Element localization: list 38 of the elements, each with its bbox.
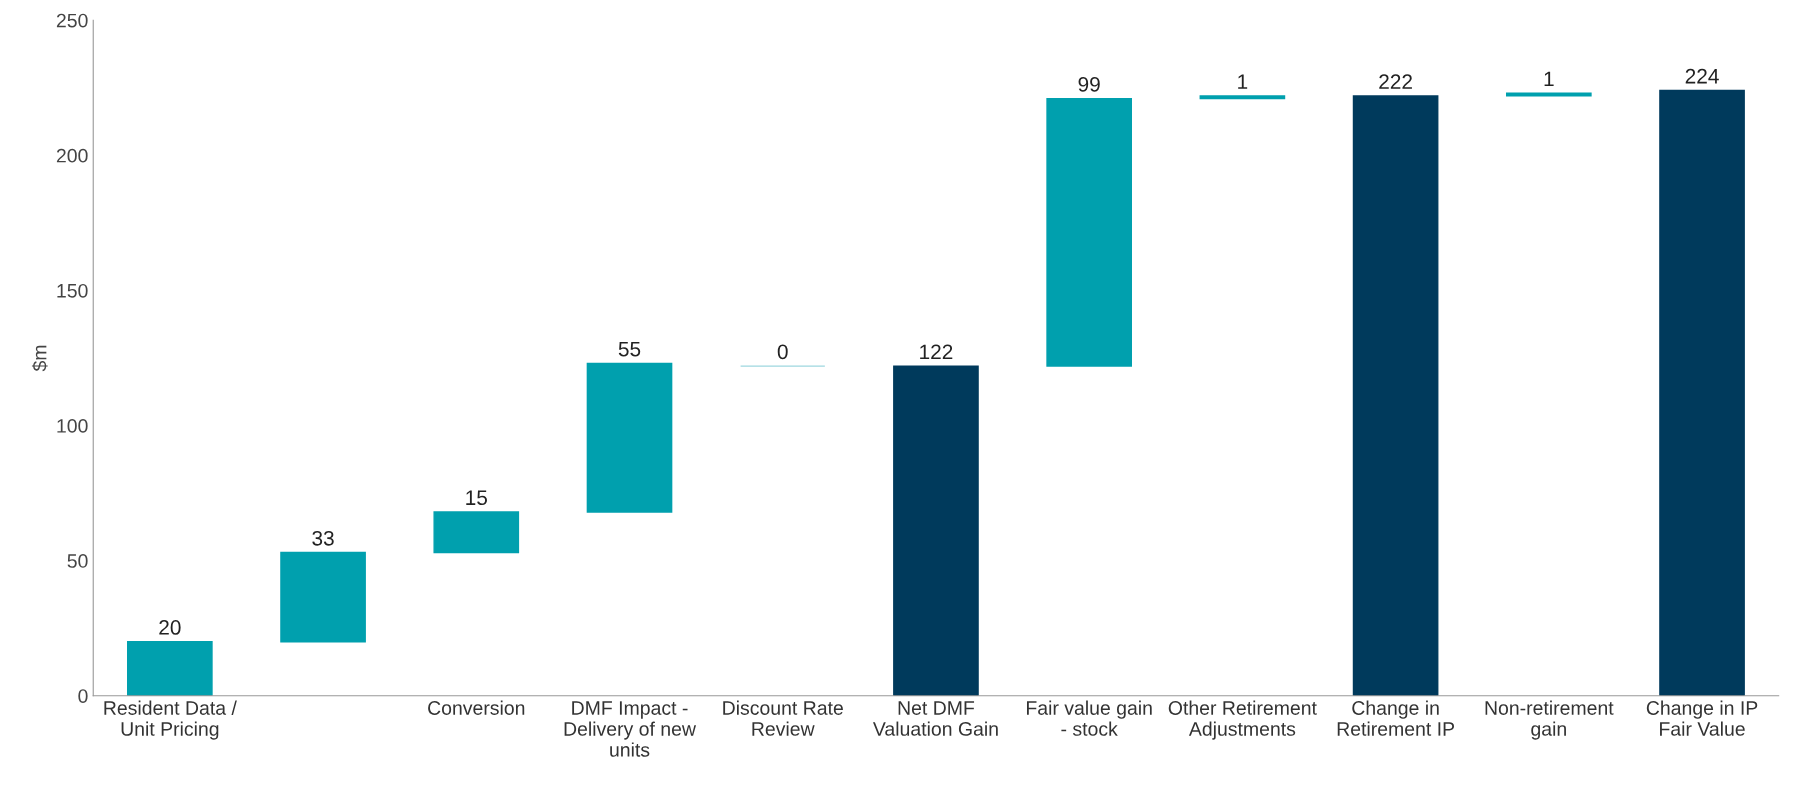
x-tick-label: Resident Data / Unit Pricing bbox=[104, 700, 237, 740]
bar bbox=[586, 362, 673, 513]
data-label: 99 bbox=[1078, 76, 1100, 92]
data-label: 20 bbox=[159, 620, 181, 635]
x-tick-label: Change in IP Fair Value bbox=[1646, 700, 1758, 736]
data-label: 122 bbox=[920, 344, 953, 359]
bar bbox=[1352, 95, 1439, 696]
data-label: 1 bbox=[1238, 74, 1248, 89]
bar bbox=[280, 551, 366, 643]
x-tick-label: Fair value gain - stock bbox=[1027, 700, 1152, 736]
bar bbox=[1199, 95, 1286, 100]
data-label: 0 bbox=[777, 344, 788, 360]
y-axis-title: $m bbox=[31, 345, 48, 372]
y-tick-label: 150 bbox=[57, 283, 88, 298]
x-tick-label: Discount Rate Review bbox=[723, 700, 843, 736]
x-tick-label: Change in Retirement IP bbox=[1337, 700, 1455, 736]
data-label: 55 bbox=[618, 341, 641, 357]
y-tick-label: 0 bbox=[78, 689, 88, 703]
x-tick-label: Non-retirement gain bbox=[1485, 700, 1614, 740]
y-tick-label: 50 bbox=[67, 554, 88, 568]
data-label: 224 bbox=[1685, 68, 1719, 84]
bar bbox=[1046, 97, 1132, 367]
y-tick-label: 250 bbox=[56, 13, 88, 28]
data-label: 1 bbox=[1544, 71, 1554, 87]
data-label: 222 bbox=[1379, 74, 1412, 89]
bar bbox=[893, 365, 979, 696]
x-tick-label: Conversion bbox=[428, 700, 525, 715]
bar bbox=[1505, 92, 1592, 97]
x-tick-label: Net DMF Valuation Gain bbox=[872, 701, 998, 736]
y-tick-label: 200 bbox=[56, 148, 88, 163]
x-tick-label: DMF Impact - Delivery of new units bbox=[564, 701, 697, 757]
x-tick-label: Other Retirement Adjustments bbox=[1168, 700, 1317, 740]
bar bbox=[1659, 89, 1745, 696]
bar bbox=[127, 641, 213, 696]
data-label: 33 bbox=[312, 530, 334, 546]
bar bbox=[433, 511, 520, 554]
y-tick-label: 100 bbox=[57, 419, 88, 433]
data-label: 15 bbox=[466, 490, 487, 506]
